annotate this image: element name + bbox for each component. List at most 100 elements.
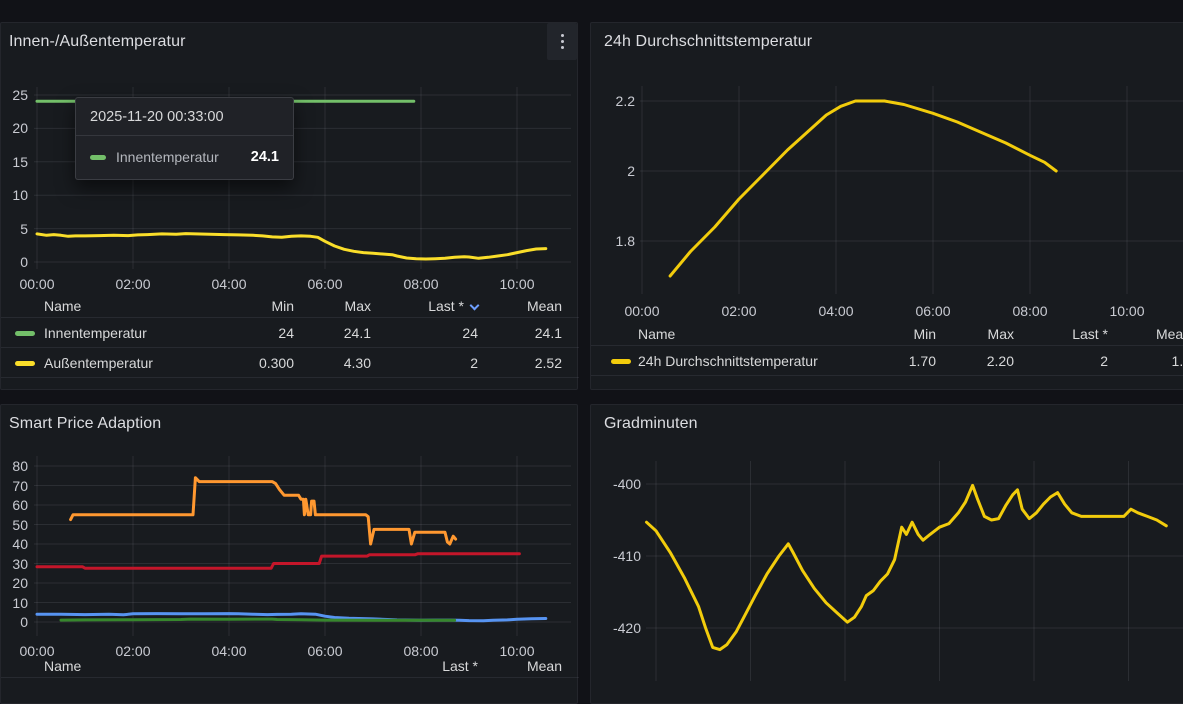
x-axis-tick-label: 06:00 xyxy=(915,303,951,319)
avg24-line-chart[interactable] xyxy=(640,86,1183,294)
x-axis-tick-label: 06:00 xyxy=(307,276,343,292)
stat-mean: 1.9 xyxy=(1171,352,1183,369)
x-axis-tick-label: 10:00 xyxy=(1109,303,1145,319)
y-axis-tick-label: 20 xyxy=(12,575,28,591)
x-axis-tick-label: 02:00 xyxy=(115,643,151,659)
series-name[interactable]: Außentemperatur xyxy=(44,354,153,371)
series-name[interactable]: 24h Durchschnittstemperatur xyxy=(638,352,818,369)
legend-header-mean[interactable]: Mean xyxy=(526,658,562,674)
stat-last: 2 xyxy=(1100,352,1108,369)
y-axis-tick-label: 70 xyxy=(12,477,28,494)
legend-header-name[interactable]: Name xyxy=(44,658,82,674)
legend-header-last[interactable]: Last * xyxy=(1072,326,1108,342)
legend-header-mean[interactable]: Mean xyxy=(1155,326,1183,342)
legend-table: Name Min Max Last * Mean Innentemperatur… xyxy=(1,295,579,378)
stat-mean: 24.1 xyxy=(534,324,562,341)
legend-header-max[interactable]: Max xyxy=(987,326,1014,342)
y-axis-tick-label: 2 xyxy=(627,163,635,179)
tooltip-series-name: Innentemperatur xyxy=(116,149,219,165)
panel-gradminuten: Gradminuten -400 -410 -420 xyxy=(590,404,1183,704)
x-axis-tick-label: 04:00 xyxy=(211,643,247,659)
stat-min: 0.300 xyxy=(258,354,294,371)
stat-min: 24 xyxy=(278,324,294,341)
series-line-green-series xyxy=(59,617,457,622)
tooltip-series-row: Innentemperatur 24.1 xyxy=(76,136,293,179)
legend-header-mean[interactable]: Mean xyxy=(526,298,562,314)
legend-header-last[interactable]: Last * xyxy=(442,658,478,674)
legend-header-max[interactable]: Max xyxy=(344,298,371,314)
series-line-Gradminuten xyxy=(645,483,1168,652)
y-axis-tick-label: 10 xyxy=(12,594,28,611)
x-axis-tick-label: 02:00 xyxy=(115,276,151,292)
y-axis-tick-label: -400 xyxy=(612,476,641,492)
x-axis-tick-label: 02:00 xyxy=(721,303,757,319)
panel-innen-aussentemperatur: Innen-/Außentemperatur Name Min Max Last… xyxy=(0,22,579,390)
panel-title: Smart Price Adaption xyxy=(9,415,162,432)
tooltip-series-value: 24.1 xyxy=(250,149,279,165)
series-color-marker xyxy=(15,331,35,337)
y-axis-tick-label: 80 xyxy=(12,458,28,474)
y-axis-tick-label: 10 xyxy=(12,187,28,204)
panel-24h-durchschnittstemperatur: 24h Durchschnittstemperatur Name Min Max… xyxy=(590,22,1183,390)
stat-min: 1.70 xyxy=(908,352,936,369)
y-axis-tick-label: -410 xyxy=(612,548,641,564)
y-axis-tick-label: 5 xyxy=(20,220,28,237)
stat-max: 2.20 xyxy=(986,352,1014,369)
y-axis-tick-label: 60 xyxy=(12,497,28,513)
x-axis-tick-label: 04:00 xyxy=(818,303,854,319)
y-axis-tick-label: 50 xyxy=(12,516,28,533)
x-axis-tick-label: 04:00 xyxy=(211,276,247,292)
legend-row-aussentemperatur: Außentemperatur 0.300 4.30 2 2.52 xyxy=(1,348,579,378)
chart-tooltip: 2025-11-20 00:33:00 Innentemperatur 24.1 xyxy=(75,97,294,180)
y-axis-tick-label: 25 xyxy=(12,87,28,103)
y-axis-tick-label: 30 xyxy=(12,555,28,572)
y-axis-tick-label: 40 xyxy=(12,536,28,552)
legend-header-row: Name Min Max Last * Mean xyxy=(591,323,1183,346)
stat-max: 4.30 xyxy=(343,354,371,371)
price-line-chart[interactable] xyxy=(34,456,571,636)
legend-table: Name Min Max Last * Mean 24h Durchschnit… xyxy=(591,323,1183,376)
y-axis-tick-label: -420 xyxy=(612,620,641,636)
x-axis-tick-label: 06:00 xyxy=(307,643,343,659)
y-axis-tick-label: 2.2 xyxy=(615,93,635,109)
legend-header-min[interactable]: Min xyxy=(271,298,294,314)
legend-row-24h-durchschnittstemperatur: 24h Durchschnittstemperatur 1.70 2.20 2 … xyxy=(591,346,1183,376)
stat-max: 24.1 xyxy=(343,324,371,341)
series-name[interactable]: Innentemperatur xyxy=(44,324,147,341)
y-axis-tick-label: 20 xyxy=(12,120,28,137)
panel-menu-kebab-icon[interactable] xyxy=(547,23,577,60)
y-axis-tick-label: 1.8 xyxy=(615,233,635,249)
legend-header-name[interactable]: Name xyxy=(44,298,82,314)
y-axis-tick-label: 0 xyxy=(20,614,28,630)
series-color-marker xyxy=(90,154,106,160)
legend-header-last[interactable]: Last * xyxy=(371,297,480,315)
series-line-24h Durchschnittstemperatur xyxy=(668,99,1058,278)
x-axis-tick-label: 10:00 xyxy=(499,276,535,292)
tooltip-timestamp: 2025-11-20 00:33:00 xyxy=(76,98,293,136)
panel-title: 24h Durchschnittstemperatur xyxy=(604,33,813,50)
y-axis-tick-label: 15 xyxy=(12,153,28,170)
gradminuten-line-chart[interactable] xyxy=(645,461,1183,681)
series-line-orange-step-series xyxy=(69,476,458,546)
x-axis-tick-label: 10:00 xyxy=(499,643,535,659)
stat-last: 24 xyxy=(462,324,478,341)
x-axis-tick-label: 08:00 xyxy=(403,276,439,292)
panel-title: Innen-/Außentemperatur xyxy=(9,33,186,50)
legend-row-innentemperatur: Innentemperatur 24 24.1 24 24.1 xyxy=(1,318,579,348)
x-axis-tick-label: 08:00 xyxy=(1012,303,1048,319)
series-line-Außentemperatur xyxy=(35,232,548,261)
stat-last: 2 xyxy=(470,354,478,371)
x-axis-tick-label: 00:00 xyxy=(624,303,660,319)
legend-header-min[interactable]: Min xyxy=(913,326,936,342)
panel-title: Gradminuten xyxy=(604,415,698,432)
stat-mean: 2.52 xyxy=(534,354,562,371)
series-line-red-step-series xyxy=(35,552,521,570)
panel-smart-price-adaption: Smart Price Adaption Name Last * Mean 0 1… xyxy=(0,404,579,704)
x-axis-tick-label: 00:00 xyxy=(19,276,55,292)
series-color-marker xyxy=(611,359,631,365)
y-axis-tick-label: 0 xyxy=(20,254,28,270)
series-color-marker xyxy=(15,361,35,367)
legend-header-name[interactable]: Name xyxy=(638,326,676,342)
x-axis-tick-label: 08:00 xyxy=(403,643,439,659)
x-axis-tick-label: 00:00 xyxy=(19,643,55,659)
